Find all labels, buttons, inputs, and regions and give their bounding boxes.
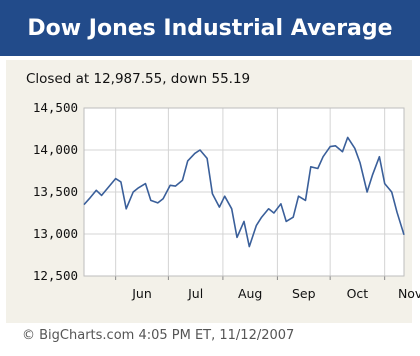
plot-border <box>83 107 405 277</box>
dow-series-line <box>83 136 405 248</box>
x-tick-label: Aug <box>238 286 262 301</box>
x-tick-label: Jun <box>131 286 152 301</box>
y-tick-label: 14,500 <box>33 100 78 115</box>
x-tick-label: Jul <box>187 286 203 301</box>
copyright-footer: © BigCharts.com 4:05 PM ET, 11/12/2007 <box>22 328 295 343</box>
y-tick-label: 13,000 <box>33 226 78 241</box>
chart-title: Dow Jones Industrial Average <box>27 15 393 41</box>
header-bar: Dow Jones Industrial Average <box>0 0 420 56</box>
x-tick-label: Oct <box>347 286 369 301</box>
x-tick-label: Nov <box>398 286 420 301</box>
y-tick-label: 12,500 <box>33 268 78 283</box>
y-tick-label: 13,500 <box>33 184 78 199</box>
y-tick-label: 14,000 <box>33 142 78 157</box>
closing-summary: Closed at 12,987.55, down 55.19 <box>26 71 251 87</box>
x-tick-label: Sep <box>292 286 316 301</box>
